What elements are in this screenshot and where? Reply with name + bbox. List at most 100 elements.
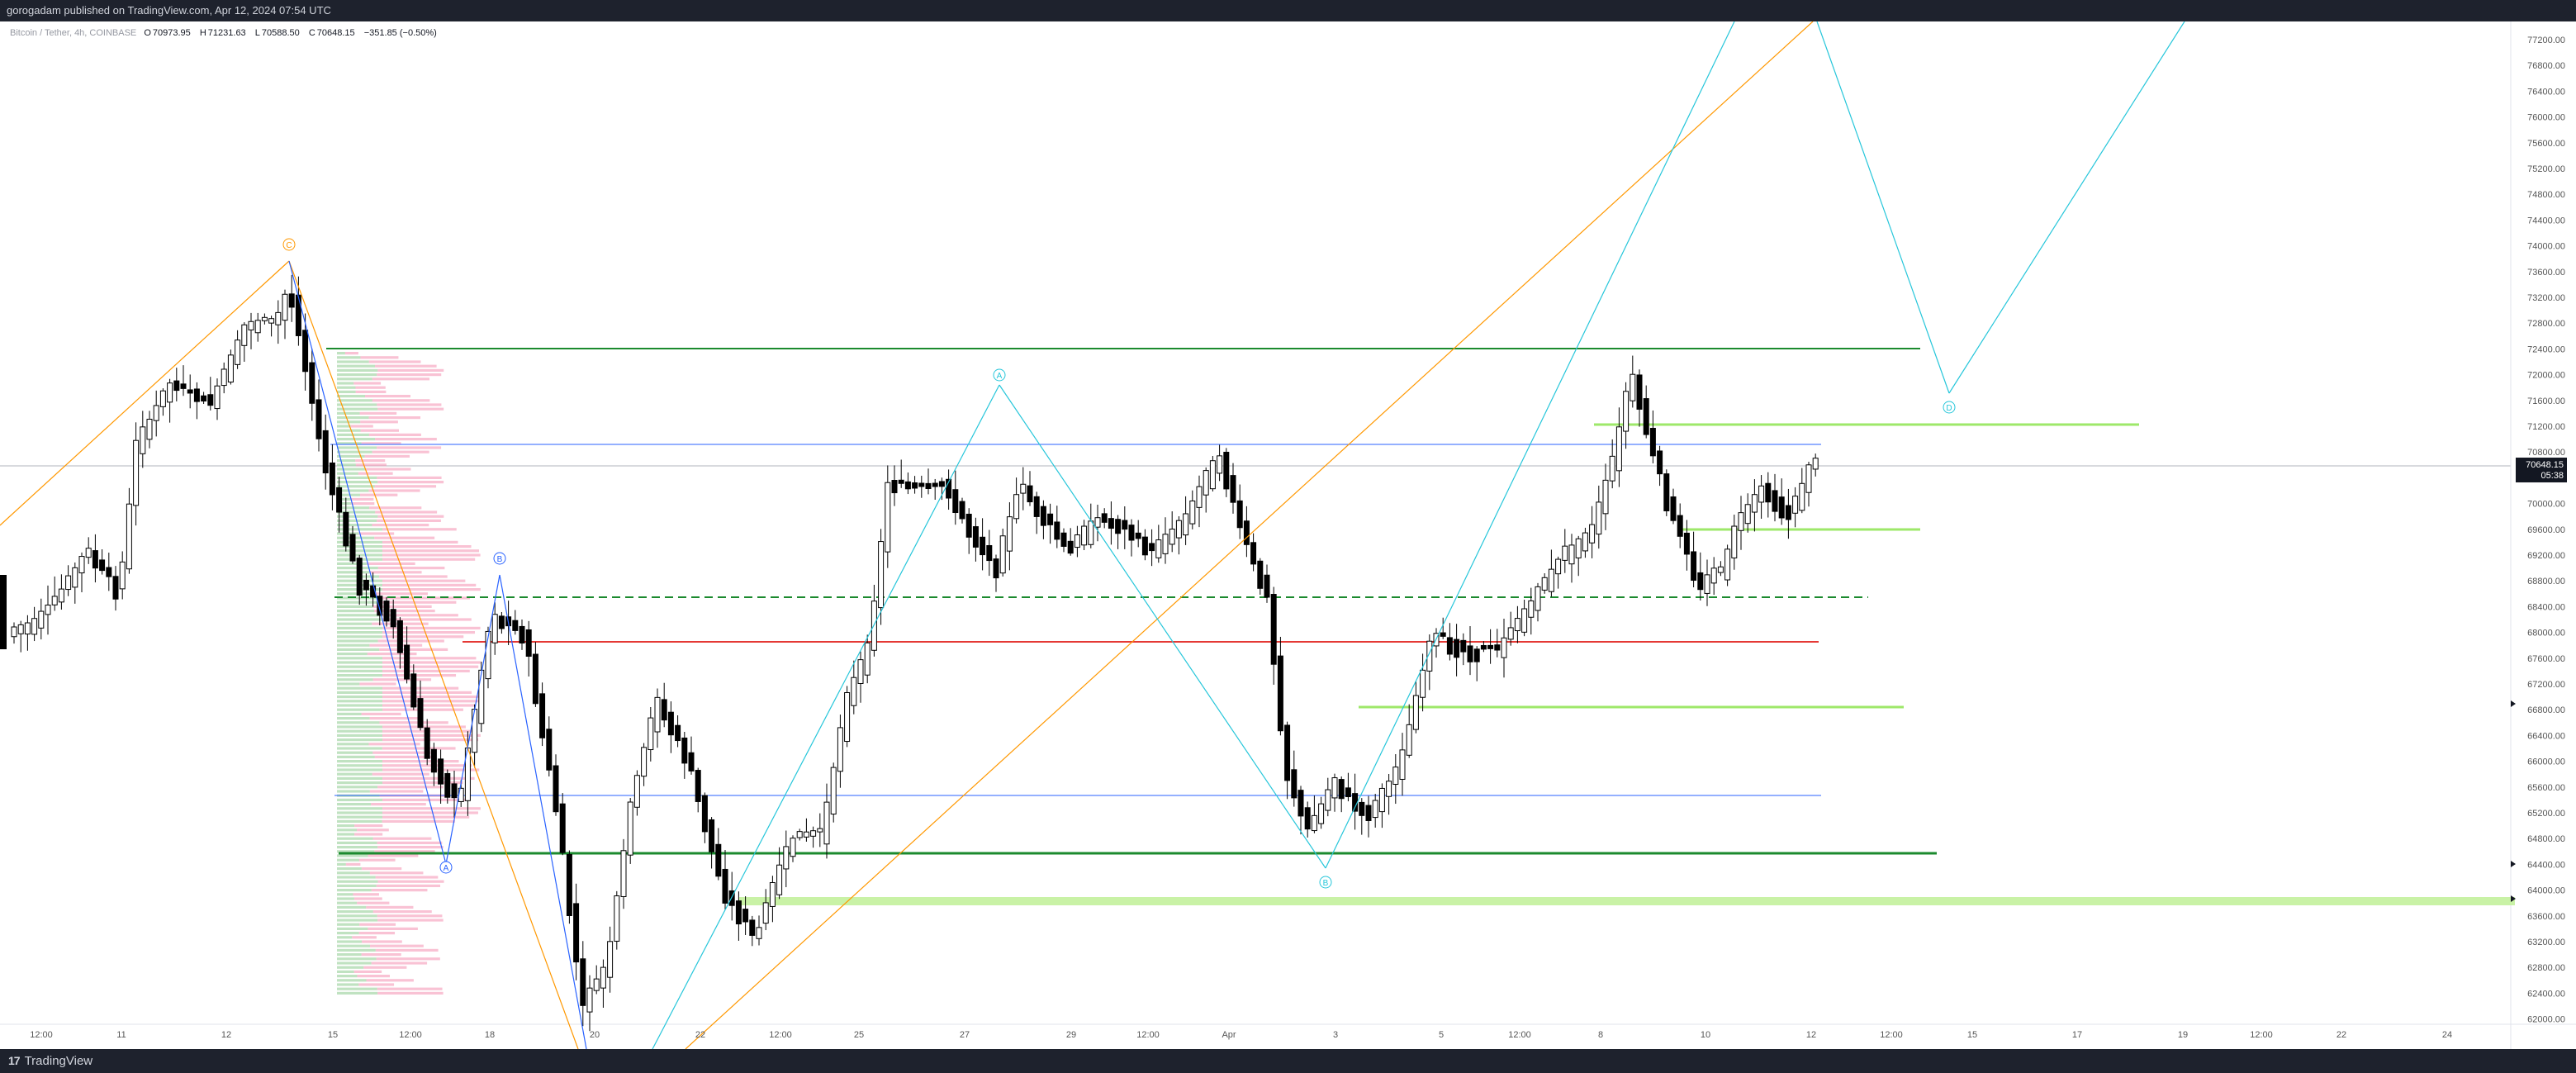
volume-profile-bar xyxy=(375,438,437,441)
candle-up xyxy=(999,535,1006,574)
volume-profile-bar xyxy=(375,876,439,879)
price-tick-label: 73200.00 xyxy=(2527,293,2565,303)
price-tick-label: 73600.00 xyxy=(2527,268,2565,278)
volume-profile-bar xyxy=(382,674,457,677)
volume-profile-bar xyxy=(337,425,351,428)
volume-profile-bar xyxy=(372,524,429,527)
brand-name: TradingView xyxy=(24,1054,93,1068)
volume-profile-bar xyxy=(337,382,354,385)
volume-profile-bar xyxy=(337,975,358,978)
chart-area[interactable]: C B A A B D 77200.00 76800.00 76400.00 76000.00 7… xyxy=(0,21,2576,1050)
volume-profile-bar xyxy=(372,837,432,840)
point-a-label-cyan: A xyxy=(997,372,1003,381)
candle-up xyxy=(1609,455,1615,482)
volume-profile-bar xyxy=(337,429,361,432)
volume-profile-bar xyxy=(382,596,471,600)
volume-profile-bar xyxy=(337,545,382,548)
volume-profile-bar xyxy=(337,790,370,793)
axis-marker-icon xyxy=(2511,700,2516,707)
volume-profile-bar xyxy=(358,983,395,986)
volume-profile-bar xyxy=(377,919,444,922)
volume-profile-bar xyxy=(337,819,382,823)
candle-down xyxy=(932,482,938,487)
candle-down xyxy=(187,389,193,394)
candle-down xyxy=(430,748,437,773)
candle-down xyxy=(1683,532,1690,555)
candle-down xyxy=(735,900,742,925)
candle-up xyxy=(627,801,633,856)
volume-profile-bar xyxy=(368,743,420,746)
volume-profile-bar xyxy=(370,944,424,947)
candle-down xyxy=(1040,506,1046,526)
candle-up xyxy=(762,902,769,924)
tradingview-logo[interactable]: 17 TradingView xyxy=(8,1049,93,1073)
candle-down xyxy=(1291,769,1297,799)
candle-down xyxy=(532,653,538,705)
candle-down xyxy=(315,399,322,439)
chart-canvas[interactable]: C B A A B D 77200.00 76800.00 76400.00 76000.00 7… xyxy=(0,21,2576,1050)
candle-up xyxy=(153,405,159,421)
volume-profile-bar xyxy=(376,957,440,961)
point-a-label-circle xyxy=(439,861,453,874)
volume-profile-bar xyxy=(368,360,421,363)
volume-profile-bar xyxy=(337,979,367,982)
candle-up xyxy=(275,311,282,325)
symbol-name[interactable]: Bitcoin / Tether, 4h, COINBASE xyxy=(10,28,137,38)
volume-profile-bar xyxy=(337,927,368,930)
candle-up xyxy=(1744,504,1751,525)
candle-down xyxy=(1677,515,1683,537)
time-tick-label: 15 xyxy=(1967,1030,1977,1040)
candle-down xyxy=(573,903,580,963)
volume-profile-bar xyxy=(337,944,371,947)
cyan-pattern-line xyxy=(1325,21,1735,869)
volume-profile-bar xyxy=(337,932,359,935)
volume-profile-bar xyxy=(368,433,421,436)
candle-down xyxy=(1284,724,1291,781)
candle-down xyxy=(309,362,315,404)
volume-profile-bar xyxy=(337,704,382,707)
candle-down xyxy=(1060,532,1067,547)
candle-up xyxy=(1325,789,1331,811)
cyan-pattern-line xyxy=(999,384,1326,869)
volume-profile-bar xyxy=(368,416,421,420)
volume-profile-bar xyxy=(372,772,429,776)
volume-profile-bar xyxy=(382,734,481,737)
candle-down xyxy=(980,536,986,556)
volume-profile-bar xyxy=(369,643,423,647)
volume-profile-bar xyxy=(372,605,432,608)
volume-profile-bar xyxy=(382,583,477,586)
candle-up xyxy=(1717,566,1724,573)
volume-profile-bar xyxy=(375,510,438,514)
candle-up xyxy=(58,588,64,603)
volume-profile-bar xyxy=(353,897,382,900)
candle-up xyxy=(844,692,851,743)
price-tick-label: 64400.00 xyxy=(2527,860,2565,870)
volume-profile-bar xyxy=(353,970,382,973)
candle-down xyxy=(1149,543,1155,552)
candle-up xyxy=(72,567,78,588)
volume-profile-bar xyxy=(358,532,395,535)
candle-down xyxy=(1128,525,1135,541)
volume-profile-bar xyxy=(337,438,376,441)
volume-profile-bar xyxy=(382,631,475,634)
volume-profile-bar xyxy=(337,524,372,527)
candle-up xyxy=(1020,483,1027,494)
volume-profile-bar xyxy=(337,368,378,372)
candle-down xyxy=(749,919,756,936)
volume-profile-bar xyxy=(337,686,382,690)
candle-down xyxy=(993,558,999,579)
candle-down xyxy=(1643,398,1649,435)
volume-profile-bar xyxy=(337,648,380,651)
candle-up xyxy=(756,927,762,939)
volume-profile-bar xyxy=(337,360,369,363)
candle-up xyxy=(607,941,614,978)
candle-down xyxy=(891,480,898,494)
blue-pattern-line xyxy=(445,574,500,865)
volume-profile-bar xyxy=(337,910,373,914)
volume-profile-bar xyxy=(337,768,382,772)
candle-down xyxy=(1047,513,1054,525)
candle-down xyxy=(1691,551,1697,582)
volume-profile-bar xyxy=(337,571,370,574)
price-tick-label: 68400.00 xyxy=(2527,602,2565,612)
volume-profile-bar xyxy=(337,781,382,785)
